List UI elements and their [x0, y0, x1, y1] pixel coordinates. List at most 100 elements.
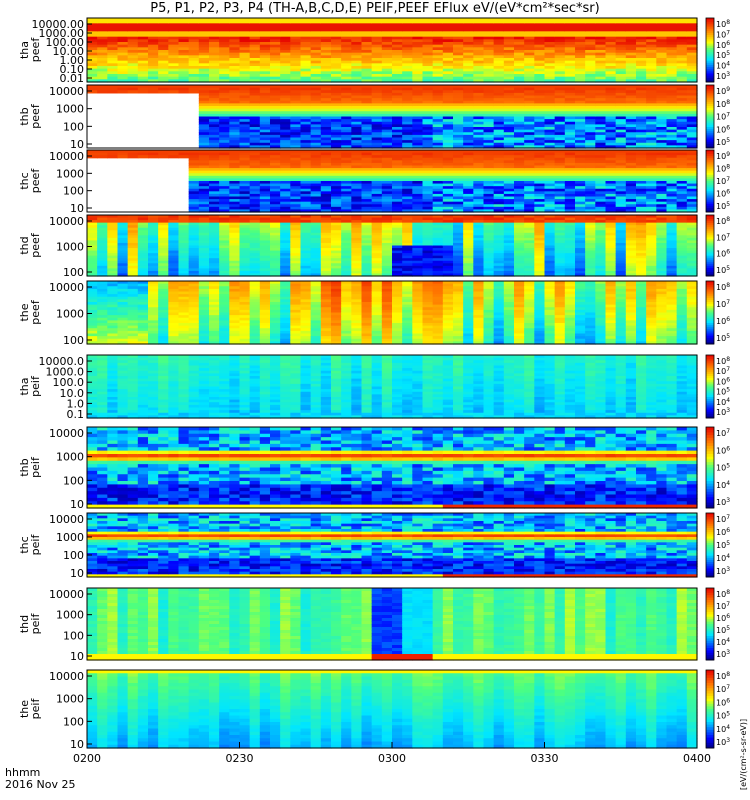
heatmap-cell	[473, 34, 485, 38]
heatmap-cell	[442, 85, 454, 89]
heatmap-cell	[605, 58, 617, 62]
heatmap-cell	[107, 44, 119, 48]
heatmap-cell	[554, 113, 566, 118]
colorbar-segment	[706, 43, 714, 47]
heatmap-cell	[290, 76, 302, 80]
heatmap-cell	[381, 116, 393, 120]
heatmap-cell	[300, 85, 312, 89]
heatmap-cell	[676, 66, 688, 70]
heatmap-cell	[198, 71, 210, 75]
heatmap-cell	[636, 87, 647, 91]
heatmap-cell	[656, 142, 668, 146]
heatmap-cell	[290, 44, 302, 48]
heatmap-cell	[442, 103, 454, 107]
heatmap-cell	[290, 124, 302, 128]
heatmap-cell	[137, 26, 149, 30]
y-tick-label: 10.00	[53, 45, 85, 58]
heatmap-cell	[585, 145, 596, 149]
colorbar-segment	[706, 18, 714, 21]
heatmap-cell	[361, 111, 373, 115]
heatmap-cell	[280, 68, 291, 72]
heatmap-cell	[453, 116, 464, 120]
heatmap-cell	[666, 20, 678, 24]
heatmap-cell	[564, 92, 576, 97]
heatmap-cell	[219, 186, 230, 190]
heatmap-cell	[341, 71, 352, 75]
heatmap-cell	[615, 68, 627, 72]
heatmap-cell	[554, 142, 566, 146]
heatmap-cell	[483, 132, 495, 136]
heatmap-cell	[97, 26, 108, 30]
heatmap-cell	[209, 52, 220, 56]
heatmap-cell	[656, 100, 668, 104]
heatmap-cell	[209, 66, 220, 70]
heatmap-cell	[453, 106, 464, 110]
heatmap-cell	[351, 137, 363, 141]
heatmap-cell	[503, 106, 515, 110]
heatmap-cell	[198, 204, 210, 208]
heatmap-cell	[320, 85, 332, 89]
heatmap-cell	[524, 142, 535, 146]
heatmap-cell	[259, 79, 271, 83]
heatmap-cell	[483, 95, 495, 99]
heatmap-cell	[686, 50, 698, 54]
heatmap-cell	[239, 137, 251, 141]
heatmap-cell	[229, 119, 241, 123]
heatmap-cell	[219, 71, 230, 75]
heatmap-cell	[514, 44, 525, 48]
heatmap-cell	[453, 111, 464, 115]
heatmap-cell	[381, 66, 393, 70]
heatmap-cell	[229, 129, 241, 133]
heatmap-cell	[514, 129, 525, 133]
colorbar-segment	[706, 131, 714, 134]
heatmap-cell	[453, 124, 464, 128]
heatmap-cell	[280, 152, 291, 156]
heatmap-cell	[392, 44, 403, 48]
heatmap-cell	[198, 100, 210, 104]
heatmap-cell	[636, 113, 647, 118]
heatmap-cell	[646, 79, 657, 83]
heatmap-cell	[249, 142, 261, 146]
heatmap-cell	[270, 196, 281, 200]
heatmap-cell	[209, 18, 220, 22]
heatmap-cell	[229, 134, 241, 139]
heatmap-cell	[392, 42, 403, 46]
heatmap-cell	[625, 71, 637, 75]
heatmap-cell	[656, 95, 668, 99]
heatmap-cell	[290, 201, 302, 205]
heatmap-cell	[280, 127, 291, 131]
heatmap-cell	[198, 165, 210, 169]
heatmap-cell	[280, 142, 291, 146]
heatmap-cell	[422, 140, 434, 144]
heatmap-cell	[239, 100, 251, 104]
heatmap-cell	[575, 42, 586, 46]
heatmap-cell	[676, 60, 688, 64]
heatmap-cell	[534, 63, 546, 67]
heatmap-cell	[493, 140, 505, 144]
heatmap-cell	[198, 157, 210, 161]
heatmap-cell	[422, 142, 434, 146]
heatmap-cell	[686, 103, 698, 107]
heatmap-cell	[259, 186, 271, 190]
y-tick-label: 1000	[56, 167, 84, 180]
heatmap-cell	[331, 134, 342, 139]
heatmap-cell	[300, 98, 312, 102]
heatmap-cell	[107, 74, 119, 78]
heatmap-cell	[442, 23, 454, 27]
heatmap-cell	[219, 178, 230, 182]
heatmap-cell	[666, 26, 678, 30]
heatmap-cell	[188, 50, 200, 54]
heatmap-cell	[209, 145, 220, 149]
heatmap-cell	[341, 66, 352, 70]
heatmap-cell	[148, 58, 159, 62]
heatmap-cell	[198, 39, 210, 43]
heatmap-cell	[127, 74, 139, 78]
heatmap-cell	[381, 92, 393, 97]
heatmap-cell	[392, 127, 403, 131]
heatmap-cell	[463, 129, 474, 133]
heatmap-cell	[453, 127, 464, 131]
heatmap-cell	[371, 63, 383, 67]
heatmap-cell	[198, 68, 210, 72]
heatmap-cell	[453, 44, 464, 48]
heatmap-cell	[575, 36, 586, 40]
